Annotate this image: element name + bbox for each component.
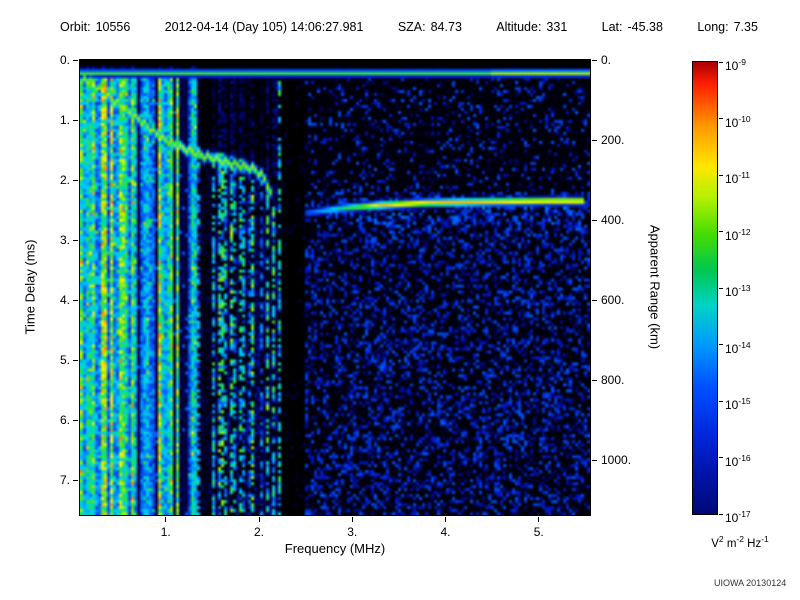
x-tick-label: 1. — [160, 525, 171, 539]
y2-axis-label: Apparent Range (km) — [647, 224, 663, 350]
y-tick-mark — [73, 119, 78, 121]
colorbar-tick-mark — [719, 118, 723, 119]
x-tick-label: 2. — [253, 525, 264, 539]
y-tick-label: 5. — [59, 353, 70, 367]
orbit-field: Orbit: 10556 — [60, 20, 130, 34]
x-tick-mark — [165, 517, 167, 522]
x-tick-mark — [538, 517, 540, 522]
sza-field: SZA: 84.73 — [398, 20, 462, 34]
sza-value: 84.73 — [430, 20, 462, 34]
altitude-value: 331 — [546, 20, 568, 34]
y-tick-label: 4. — [59, 293, 70, 307]
lat-field: Lat: -45.38 — [602, 20, 663, 34]
y-tick-mark — [73, 239, 78, 241]
y-tick-mark — [73, 179, 78, 181]
long-label: Long: — [697, 20, 729, 34]
y-tick-label: 3. — [59, 233, 70, 247]
colorbar-tick-label: 10-15 — [725, 396, 751, 412]
y-tick-label: 7. — [59, 473, 70, 488]
y2-tick-mark — [592, 379, 597, 381]
x-axis-label: Frequency (MHz) — [284, 541, 386, 556]
colorbar-tick-label: 10-13 — [725, 283, 751, 299]
colorbar-tick-mark — [719, 344, 723, 345]
lat-value: -45.38 — [627, 20, 663, 34]
colorbar-tick-label: 10-11 — [725, 170, 751, 186]
altitude-label: Altitude: — [496, 20, 542, 34]
colorbar-tick-mark — [719, 61, 723, 63]
datetime-field: 2012-04-14 (Day 105) 14:06:27.981 — [165, 20, 364, 34]
long-value: 7.35 — [733, 20, 758, 34]
colorbar-tick-mark — [719, 231, 723, 232]
y2-tick-label: 400. — [601, 213, 625, 227]
altitude-field: Altitude: 331 — [496, 20, 567, 34]
y-tick-mark — [73, 479, 78, 481]
colorbar-tick-label: 10-12 — [725, 226, 751, 243]
sza-label: SZA: — [397, 20, 426, 34]
colorbar-unit-label: V2 m-2 Hz-1 — [711, 534, 769, 550]
lat-label: Lat: — [601, 20, 623, 34]
y2-tick-mark — [592, 59, 597, 61]
colorbar-tick-label: 10-14 — [725, 339, 751, 356]
y-tick-label: 6. — [59, 413, 70, 428]
colorbar-tick-mark — [719, 287, 723, 289]
colorbar-tick-label: 10-10 — [725, 113, 751, 130]
y-tick-label: 2. — [59, 173, 70, 187]
y-tick-label: 0. — [59, 53, 70, 67]
colorbar-tick-label: 10-17 — [725, 509, 751, 525]
x-tick-label: 4. — [440, 525, 451, 539]
x-tick-mark — [444, 517, 446, 522]
y-tick-mark — [73, 359, 78, 361]
y2-tick-label: 200. — [601, 133, 625, 147]
y2-tick-label: 600. — [601, 293, 625, 307]
x-tick-label: 3. — [347, 525, 358, 539]
colorbar-tick-label: 10-9 — [725, 57, 746, 73]
y2-tick-mark — [592, 219, 597, 221]
colorbar-tick-label: 10-16 — [725, 452, 751, 469]
y-tick-mark — [73, 59, 78, 61]
credit-text: UIOWA 20130124 — [714, 578, 787, 588]
colorbar-tick-mark — [719, 174, 723, 176]
colorbar-gradient — [692, 61, 718, 515]
y2-tick-mark — [592, 299, 597, 301]
colorbar-tick-mark — [719, 513, 723, 515]
colorbar-tick-mark — [719, 400, 723, 402]
orbit-label: Orbit: — [60, 20, 91, 34]
y-tick-mark — [73, 419, 78, 421]
y-tick-mark — [73, 299, 78, 301]
x-tick-mark — [351, 517, 353, 522]
y2-tick-mark — [592, 139, 597, 141]
spectrogram-canvas — [80, 60, 590, 515]
y2-tick-label: 800. — [601, 373, 625, 387]
datetime-value: 2012-04-14 (Day 105) 14:06:27.981 — [164, 20, 364, 34]
y-tick-label: 1. — [59, 113, 70, 127]
long-field: Long: 7.35 — [697, 20, 758, 34]
x-tick-mark — [258, 517, 260, 522]
header-info: Orbit: 10556 2012-04-14 (Day 105) 14:06:2… — [60, 20, 758, 34]
colorbar-tick-mark — [719, 457, 723, 458]
y2-tick-label: 0. — [601, 53, 612, 67]
y-axis-label: Time Delay (ms) — [22, 239, 38, 335]
x-tick-label: 5. — [533, 525, 544, 539]
y2-tick-label: 1000. — [601, 453, 632, 468]
y2-tick-mark — [592, 459, 597, 461]
orbit-value: 10556 — [95, 20, 131, 34]
